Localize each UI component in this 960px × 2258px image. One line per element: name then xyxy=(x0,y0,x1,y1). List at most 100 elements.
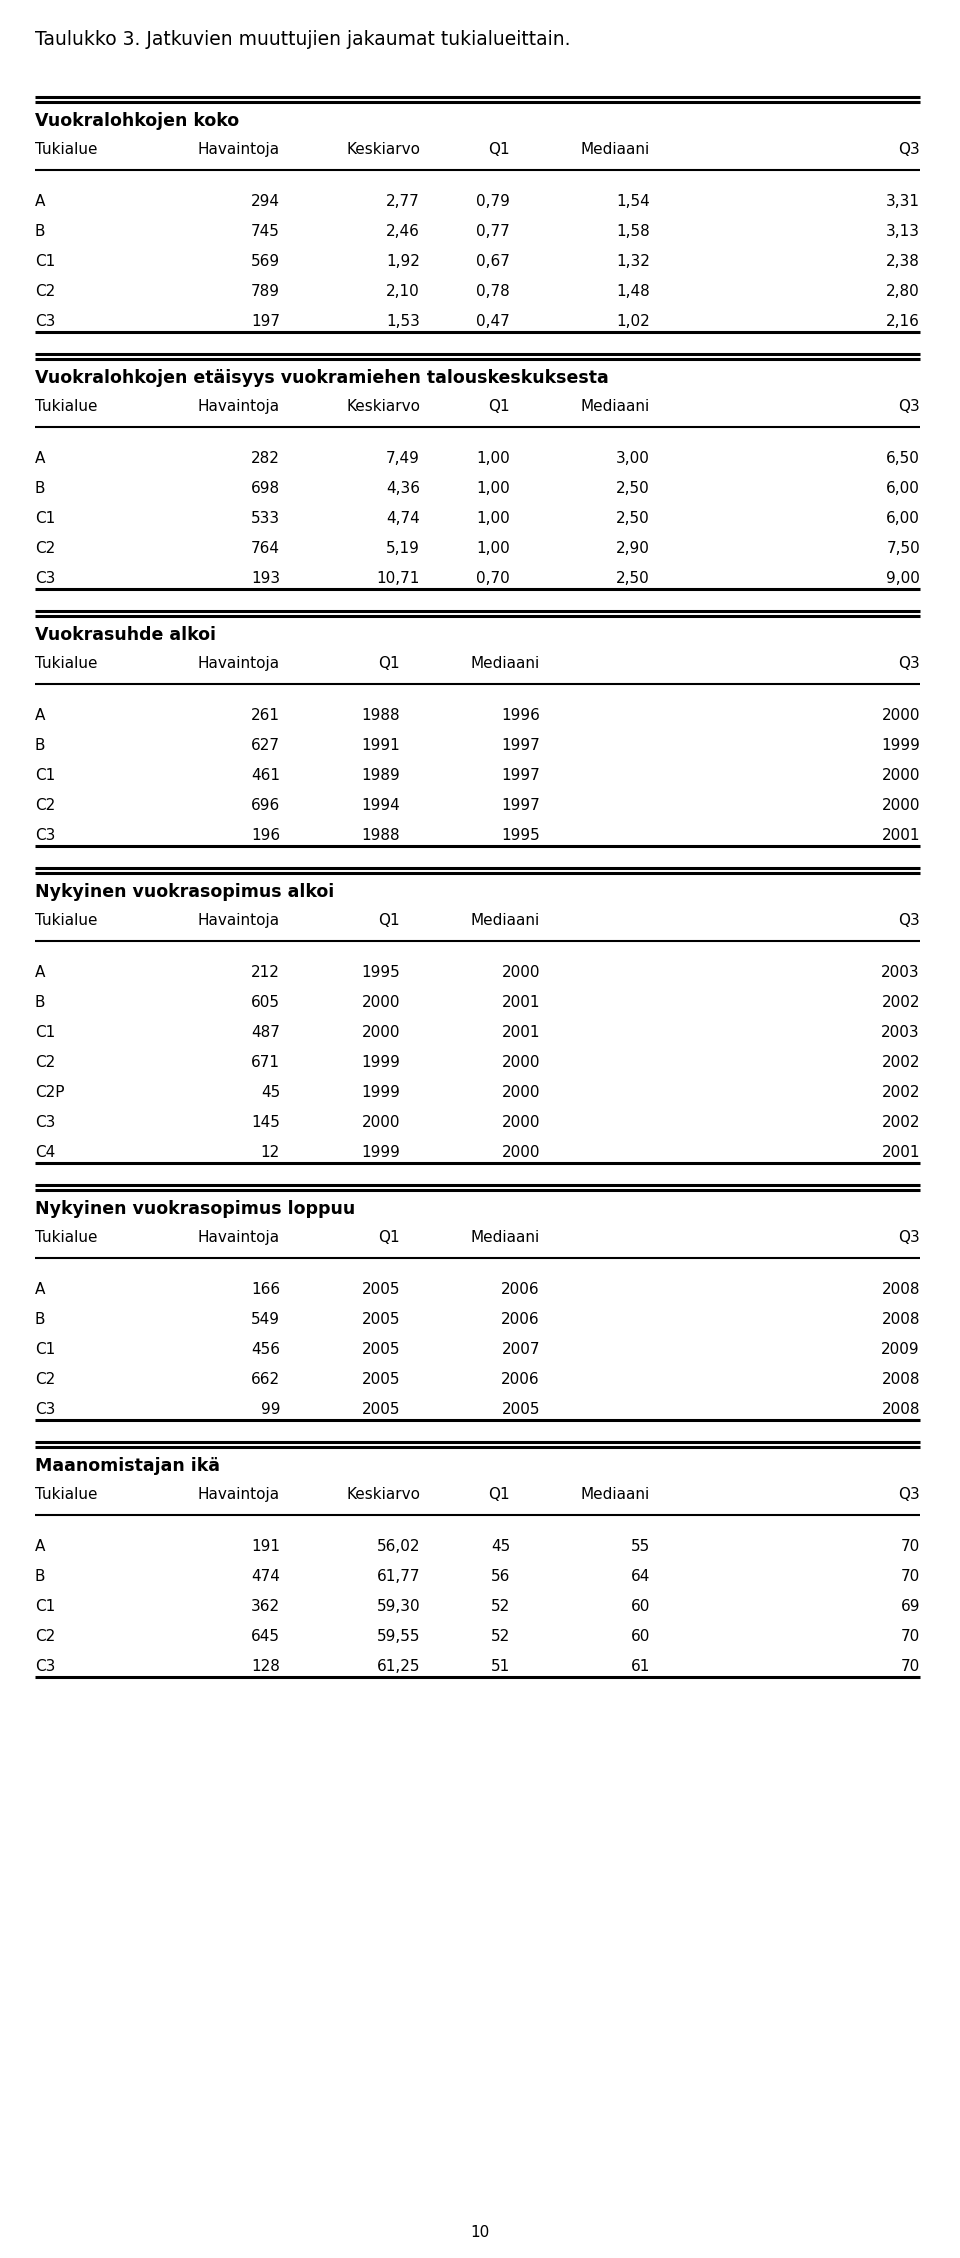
Text: 52: 52 xyxy=(491,1599,510,1614)
Text: 0,47: 0,47 xyxy=(476,314,510,330)
Text: 0,77: 0,77 xyxy=(476,224,510,239)
Text: 193: 193 xyxy=(251,571,280,587)
Text: 1,00: 1,00 xyxy=(476,452,510,465)
Text: 2005: 2005 xyxy=(362,1341,400,1357)
Text: 1991: 1991 xyxy=(361,738,400,752)
Text: 9,00: 9,00 xyxy=(886,571,920,587)
Text: 56,02: 56,02 xyxy=(376,1540,420,1554)
Text: 52: 52 xyxy=(491,1628,510,1644)
Text: 2000: 2000 xyxy=(501,1054,540,1070)
Text: 56: 56 xyxy=(491,1569,510,1585)
Text: C1: C1 xyxy=(35,510,56,526)
Text: 1988: 1988 xyxy=(361,709,400,723)
Text: Tukialue: Tukialue xyxy=(35,912,98,928)
Text: A: A xyxy=(35,964,45,980)
Text: 64: 64 xyxy=(631,1569,650,1585)
Text: Nykyinen vuokrasopimus loppuu: Nykyinen vuokrasopimus loppuu xyxy=(35,1199,355,1217)
Text: Q3: Q3 xyxy=(899,400,920,413)
Text: C3: C3 xyxy=(35,1115,56,1129)
Text: 2005: 2005 xyxy=(362,1312,400,1328)
Text: Keskiarvo: Keskiarvo xyxy=(346,142,420,158)
Text: 61: 61 xyxy=(631,1660,650,1673)
Text: 2,77: 2,77 xyxy=(386,194,420,210)
Text: Q1: Q1 xyxy=(489,142,510,158)
Text: 145: 145 xyxy=(252,1115,280,1129)
Text: Q1: Q1 xyxy=(378,912,400,928)
Text: Mediaani: Mediaani xyxy=(581,142,650,158)
Text: 191: 191 xyxy=(251,1540,280,1554)
Text: 0,78: 0,78 xyxy=(476,285,510,298)
Text: 212: 212 xyxy=(252,964,280,980)
Text: 745: 745 xyxy=(252,224,280,239)
Text: 2005: 2005 xyxy=(362,1402,400,1418)
Text: 60: 60 xyxy=(631,1628,650,1644)
Text: Maanomistajan ikä: Maanomistajan ikä xyxy=(35,1456,220,1474)
Text: B: B xyxy=(35,224,45,239)
Text: 69: 69 xyxy=(900,1599,920,1614)
Text: 2000: 2000 xyxy=(881,797,920,813)
Text: 487: 487 xyxy=(252,1025,280,1041)
Text: 59,30: 59,30 xyxy=(376,1599,420,1614)
Text: 2001: 2001 xyxy=(501,1025,540,1041)
Text: 671: 671 xyxy=(251,1054,280,1070)
Text: C2: C2 xyxy=(35,1628,56,1644)
Text: 1995: 1995 xyxy=(501,829,540,842)
Text: 70: 70 xyxy=(900,1628,920,1644)
Text: 1,92: 1,92 xyxy=(386,253,420,269)
Text: C2: C2 xyxy=(35,1054,56,1070)
Text: Havaintoja: Havaintoja xyxy=(198,912,280,928)
Text: Vuokralohkojen koko: Vuokralohkojen koko xyxy=(35,113,239,131)
Text: 2000: 2000 xyxy=(881,709,920,723)
Text: A: A xyxy=(35,1283,45,1296)
Text: 533: 533 xyxy=(251,510,280,526)
Text: 3,31: 3,31 xyxy=(886,194,920,210)
Text: 2006: 2006 xyxy=(501,1373,540,1386)
Text: 5,19: 5,19 xyxy=(386,542,420,555)
Text: 10,71: 10,71 xyxy=(376,571,420,587)
Text: A: A xyxy=(35,709,45,723)
Text: 1997: 1997 xyxy=(501,738,540,752)
Text: 2,10: 2,10 xyxy=(386,285,420,298)
Text: 6,00: 6,00 xyxy=(886,510,920,526)
Text: 1,00: 1,00 xyxy=(476,542,510,555)
Text: 1989: 1989 xyxy=(361,768,400,784)
Text: C1: C1 xyxy=(35,1341,56,1357)
Text: 128: 128 xyxy=(252,1660,280,1673)
Text: 1,53: 1,53 xyxy=(386,314,420,330)
Text: Tukialue: Tukialue xyxy=(35,1488,98,1502)
Text: 1994: 1994 xyxy=(361,797,400,813)
Text: 1997: 1997 xyxy=(501,797,540,813)
Text: 605: 605 xyxy=(251,996,280,1009)
Text: Mediaani: Mediaani xyxy=(581,1488,650,1502)
Text: 2,50: 2,50 xyxy=(616,481,650,497)
Text: 1999: 1999 xyxy=(881,738,920,752)
Text: Mediaani: Mediaani xyxy=(581,400,650,413)
Text: 1997: 1997 xyxy=(501,768,540,784)
Text: 2006: 2006 xyxy=(501,1312,540,1328)
Text: C4: C4 xyxy=(35,1145,56,1161)
Text: 2,80: 2,80 xyxy=(886,285,920,298)
Text: 3,00: 3,00 xyxy=(616,452,650,465)
Text: 627: 627 xyxy=(251,738,280,752)
Text: C2: C2 xyxy=(35,542,56,555)
Text: 61,25: 61,25 xyxy=(376,1660,420,1673)
Text: 662: 662 xyxy=(251,1373,280,1386)
Text: Havaintoja: Havaintoja xyxy=(198,1488,280,1502)
Text: B: B xyxy=(35,1312,45,1328)
Text: 1999: 1999 xyxy=(361,1145,400,1161)
Text: 1,58: 1,58 xyxy=(616,224,650,239)
Text: Q1: Q1 xyxy=(378,1231,400,1244)
Text: 197: 197 xyxy=(251,314,280,330)
Text: Q1: Q1 xyxy=(378,657,400,671)
Text: 55: 55 xyxy=(631,1540,650,1554)
Text: 70: 70 xyxy=(900,1569,920,1585)
Text: 2000: 2000 xyxy=(501,1145,540,1161)
Text: 2000: 2000 xyxy=(362,1115,400,1129)
Text: 2008: 2008 xyxy=(881,1312,920,1328)
Text: Keskiarvo: Keskiarvo xyxy=(346,400,420,413)
Text: 4,36: 4,36 xyxy=(386,481,420,497)
Text: 2009: 2009 xyxy=(881,1341,920,1357)
Text: 7,49: 7,49 xyxy=(386,452,420,465)
Text: 0,70: 0,70 xyxy=(476,571,510,587)
Text: 549: 549 xyxy=(251,1312,280,1328)
